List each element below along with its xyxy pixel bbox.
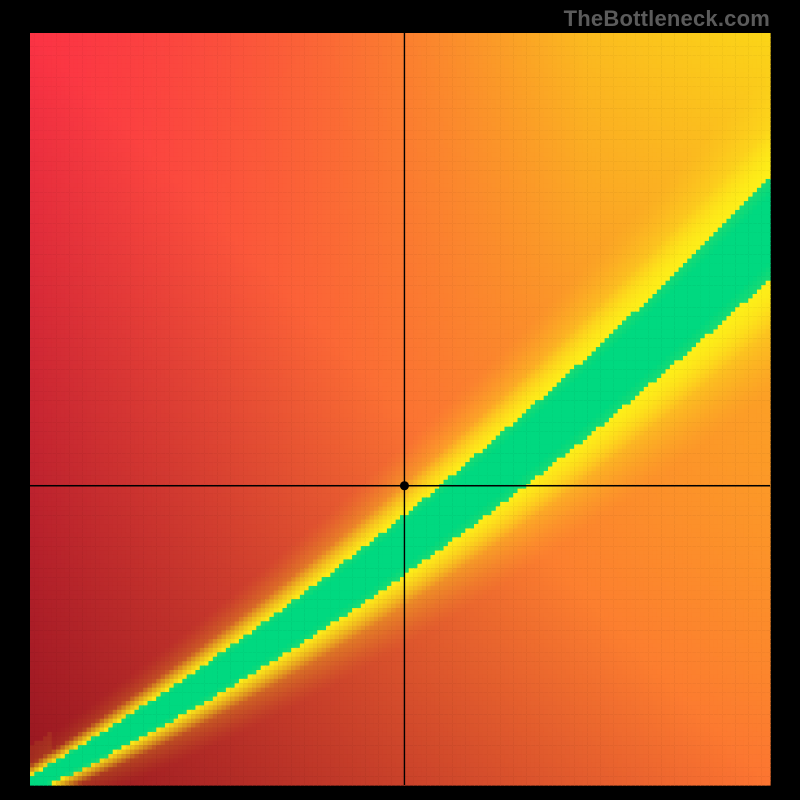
chart-container: TheBottleneck.com — [0, 0, 800, 800]
watermark-text: TheBottleneck.com — [564, 6, 770, 32]
bottleneck-heatmap — [0, 0, 800, 800]
